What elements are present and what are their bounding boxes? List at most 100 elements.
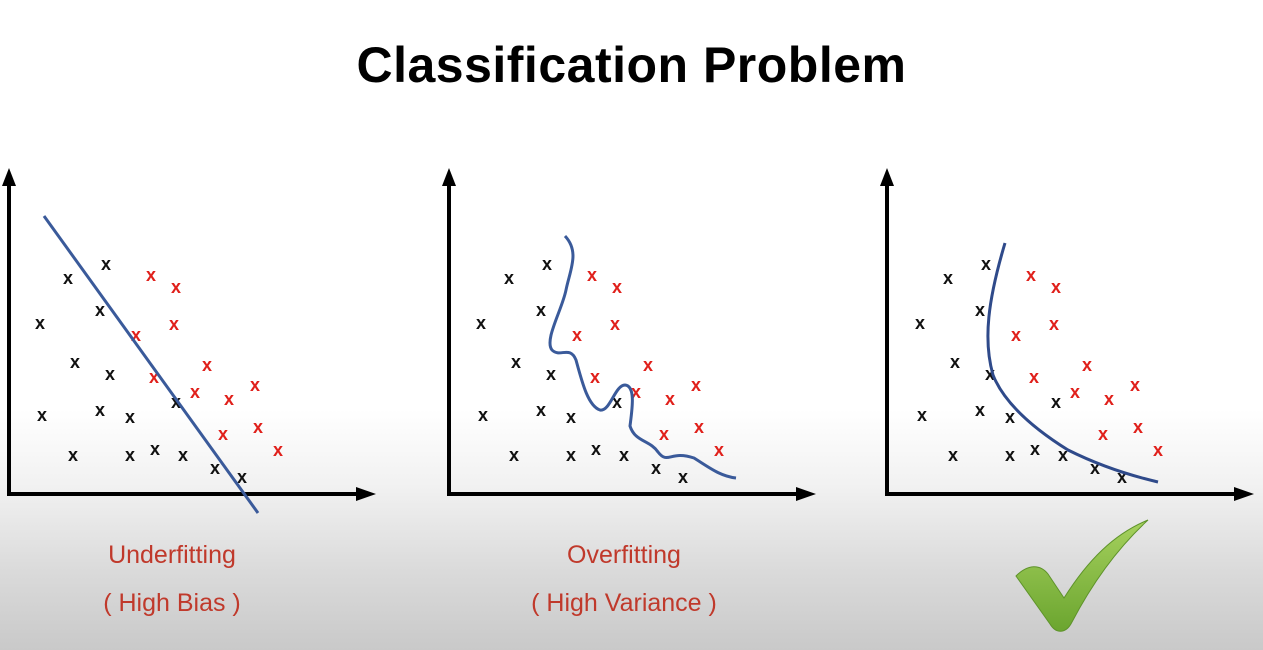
underfitting-caption: Underfitting ( High Bias ) [72, 531, 272, 627]
class-b-marker: x [1051, 277, 1061, 297]
class-a-marker: x [511, 352, 521, 372]
class-b-marker: x [572, 325, 582, 345]
y-axis-arrow [442, 168, 456, 186]
axes [2, 168, 376, 501]
class-b-marker: x [218, 424, 228, 444]
class-a-marker: x [975, 400, 985, 420]
x-axis-arrow [796, 487, 816, 501]
class-a-marker: x [975, 300, 985, 320]
slide-title: Classification Problem [356, 37, 907, 93]
class-b-marker: x [665, 389, 675, 409]
class-b-marker: x [273, 440, 283, 460]
class-b-marker: x [610, 314, 620, 334]
class-a-marker: x [612, 392, 622, 412]
decision-boundary-curve [986, 242, 1159, 484]
class-b-marker: x [587, 265, 597, 285]
class-a-marker: x [1005, 445, 1015, 465]
class-a-marker: x [981, 254, 991, 274]
class-a-marker: x [566, 445, 576, 465]
overfitting-caption: Overfitting ( High Variance ) [504, 531, 744, 627]
class-a-marker: x [70, 352, 80, 372]
class-b-marker: x [694, 417, 704, 437]
x-axis-arrow [1234, 487, 1254, 501]
decision-boundary-curve [548, 234, 737, 480]
class-b-marker: x [643, 355, 653, 375]
class-a-marker: x [1051, 392, 1061, 412]
class-a-marker: x [1058, 445, 1068, 465]
class-a-marker: x [105, 364, 115, 384]
class-b-marker: x [631, 382, 641, 402]
caption-line-2: ( High Bias ) [103, 589, 241, 617]
class-b-marker: x [659, 424, 669, 444]
caption-line-1: Overfitting [567, 541, 681, 569]
class-b-marker: x [1133, 417, 1143, 437]
class-b-marker: x [1070, 382, 1080, 402]
class-b-marker: x [612, 277, 622, 297]
class-a-marker: x [125, 445, 135, 465]
class-a-marker: x [95, 300, 105, 320]
class-b-marker: x [691, 375, 701, 395]
class-b-marker: x [590, 367, 600, 387]
class-b-marker: x [202, 355, 212, 375]
class-a-marker: x [1117, 467, 1127, 487]
class-b-marker: x [1098, 424, 1108, 444]
axes [880, 168, 1254, 501]
class-a-marker: x [536, 400, 546, 420]
class-a-marker: x [101, 254, 111, 274]
class-b-marker: x [171, 277, 181, 297]
class-a-marker: x [178, 445, 188, 465]
class-a-marker: x [476, 313, 486, 333]
caption-line-1: Underfitting [108, 541, 236, 569]
class-a-marker: x [509, 445, 519, 465]
caption-line-2: ( High Variance ) [531, 589, 717, 617]
class-b-marker: x [149, 367, 159, 387]
class-b-marker: x [1026, 265, 1036, 285]
checkmark-icon [1010, 518, 1160, 643]
class-a-marker: x [536, 300, 546, 320]
y-axis-arrow [880, 168, 894, 186]
class-b-marker: x [1049, 314, 1059, 334]
class-b-marker: x [190, 382, 200, 402]
class-b-marker: x [1082, 355, 1092, 375]
class-a-marker: x [542, 254, 552, 274]
class-a-marker: x [478, 405, 488, 425]
class-b-marker: x [1153, 440, 1163, 460]
class-a-marker: x [504, 268, 514, 288]
class-a-marker: x [619, 445, 629, 465]
class-a-marker: x [950, 352, 960, 372]
class-a-marker: x [566, 407, 576, 427]
class-a-marker: x [1005, 407, 1015, 427]
class-a-marker: x [678, 467, 688, 487]
class-b-marker: x [1029, 367, 1039, 387]
axes [442, 168, 816, 501]
class-a-marker: x [95, 400, 105, 420]
class-a-marker: x [546, 364, 556, 384]
class-a-marker: x [915, 313, 925, 333]
class-a-marker: x [125, 407, 135, 427]
class-a-marker: x [917, 405, 927, 425]
class-b-marker: x [224, 389, 234, 409]
y-axis-arrow [2, 168, 16, 186]
class-a-marker: x [651, 458, 661, 478]
class-b-marker: x [169, 314, 179, 334]
class-a-marker: x [68, 445, 78, 465]
class-a-marker: x [35, 313, 45, 333]
class-a-marker: x [1090, 458, 1100, 478]
class-a-marker: x [210, 458, 220, 478]
class-a-marker: x [63, 268, 73, 288]
class-b-marker: x [714, 440, 724, 460]
class-a-marker: x [985, 364, 995, 384]
class-a-marker: x [150, 439, 160, 459]
x-axis-arrow [356, 487, 376, 501]
class-a-marker: x [1030, 439, 1040, 459]
class-b-marker: x [1130, 375, 1140, 395]
